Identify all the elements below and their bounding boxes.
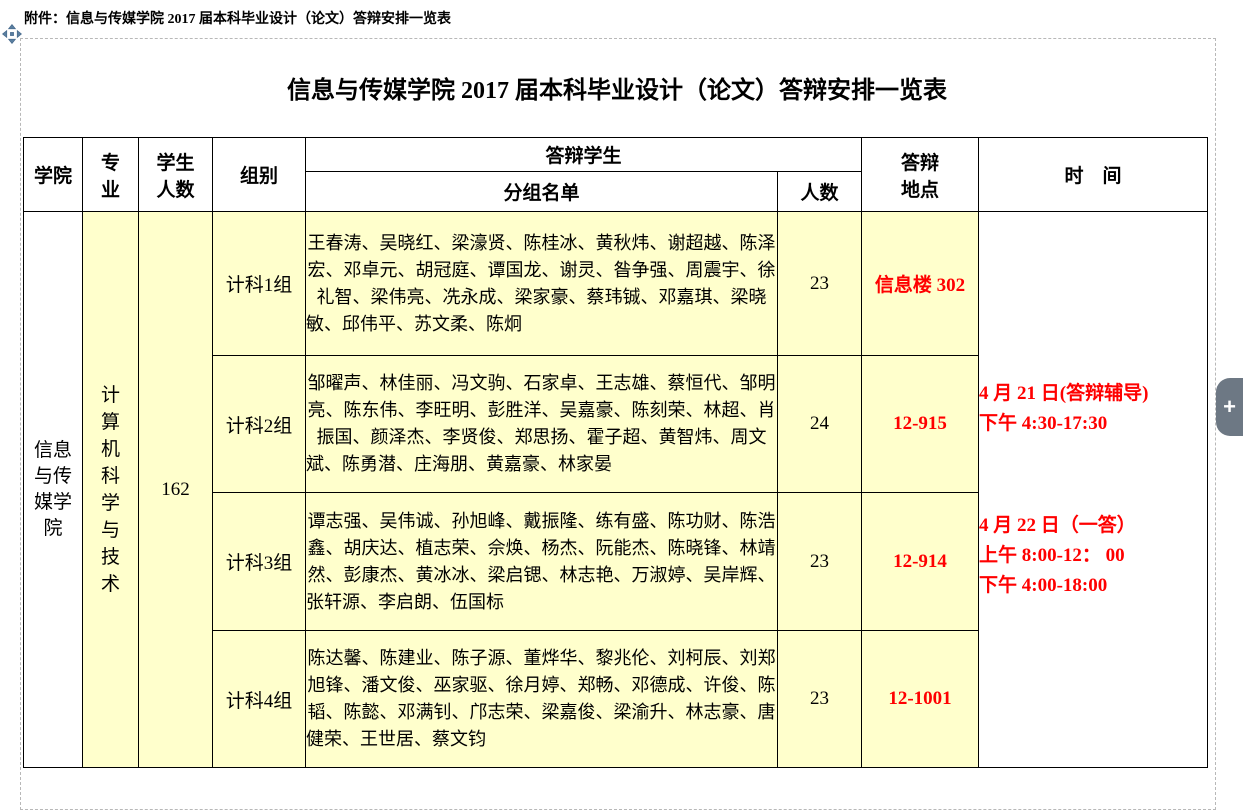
names-cell: 陈达馨、陈建业、陈子源、董烨华、黎兆伦、刘柯辰、刘郑旭锋、潘文俊、巫家驱、徐月婷… <box>305 630 778 768</box>
group-cell: 计科3组 <box>212 492 306 631</box>
header-student-count: 学生 人数 <box>138 137 213 212</box>
group-cell: 计科4组 <box>212 630 306 768</box>
move-icon <box>2 24 22 48</box>
table-row: 计科3组 谭志强、吴伟诚、孙旭峰、戴振隆、练有盛、陈功财、陈浩鑫、胡庆达、植志荣… <box>24 492 1208 631</box>
table-row: 信息与传媒学院 计算机科学与技术 162 计科1组 王春涛、吴晓红、梁濠贤、陈桂… <box>23 211 1208 768</box>
header-defense-students: 答辩学生 <box>305 137 862 172</box>
move-handle[interactable] <box>2 24 22 44</box>
group-cell: 计科2组 <box>212 355 306 493</box>
location-cell: 12-914 <box>861 492 979 631</box>
major-cell: 计算机科学与技术 <box>82 211 139 768</box>
count-cell: 23 <box>777 492 862 631</box>
location-cell: 信息楼 302 <box>861 211 979 356</box>
side-expand-handle[interactable]: + <box>1216 378 1243 436</box>
names-cell: 谭志强、吴伟诚、孙旭峰、戴振隆、练有盛、陈功财、陈浩鑫、胡庆达、植志荣、佘焕、杨… <box>305 492 778 631</box>
names-cell: 王春涛、吴晓红、梁濠贤、陈桂冰、黄秋炜、谢超越、陈泽宏、邓卓元、胡冠庭、谭国龙、… <box>305 211 778 356</box>
time-cell: 4 月 21 日(答辩辅导) 下午 4:30-17:30 4 月 22 日（一答… <box>978 211 1208 768</box>
header-time: 时 间 <box>978 137 1208 212</box>
college-cell: 信息与传媒学院 <box>23 211 83 768</box>
time-block-april-21: 4 月 21 日(答辩辅导) 下午 4:30-17:30 <box>979 382 1149 434</box>
attachment-caption: 附件：信息与传媒学院 2017 届本科毕业设计（论文）答辩安排一览表 <box>24 12 451 27</box>
header-college: 学院 <box>23 137 83 212</box>
total-students-cell: 162 <box>138 211 213 768</box>
location-cell: 12-1001 <box>861 630 979 768</box>
location-cell: 12-915 <box>861 355 979 493</box>
document-page: { "page": { "attachment_line": "附件：信息与传媒… <box>2 12 1243 810</box>
header-location: 答辩 地点 <box>861 137 979 212</box>
group-cell: 计科1组 <box>212 211 306 356</box>
table-row: 计科2组 邹曜声、林佳丽、冯文驹、石家卓、王志雄、蔡恒代、邹明亮、陈东伟、李旺明… <box>24 355 1208 493</box>
count-cell: 23 <box>777 630 862 768</box>
header-roster: 分组名单 <box>305 171 778 212</box>
header-count: 人数 <box>777 171 862 212</box>
page-title: 信息与传媒学院 2017 届本科毕业设计（论文）答辩安排一览表 <box>287 78 947 104</box>
time-block-april-22: 4 月 22 日（一答） 上午 8:00-12： 00 下午 4:00-18:0… <box>979 514 1136 596</box>
plus-icon: + <box>1223 394 1236 419</box>
count-cell: 24 <box>777 355 862 493</box>
table-row: 计科4组 陈达馨、陈建业、陈子源、董烨华、黎兆伦、刘柯辰、刘郑旭锋、潘文俊、巫家… <box>24 630 1208 768</box>
count-cell: 23 <box>777 211 862 356</box>
header-group: 组别 <box>212 137 306 212</box>
defense-schedule-table: 学院 专 业 学生 人数 组别 答辩学生 答辩 地点 时 间 分组名单 人数 信… <box>23 137 1208 768</box>
names-cell: 邹曜声、林佳丽、冯文驹、石家卓、王志雄、蔡恒代、邹明亮、陈东伟、李旺明、彭胜洋、… <box>305 355 778 493</box>
header-major: 专 业 <box>82 137 139 212</box>
